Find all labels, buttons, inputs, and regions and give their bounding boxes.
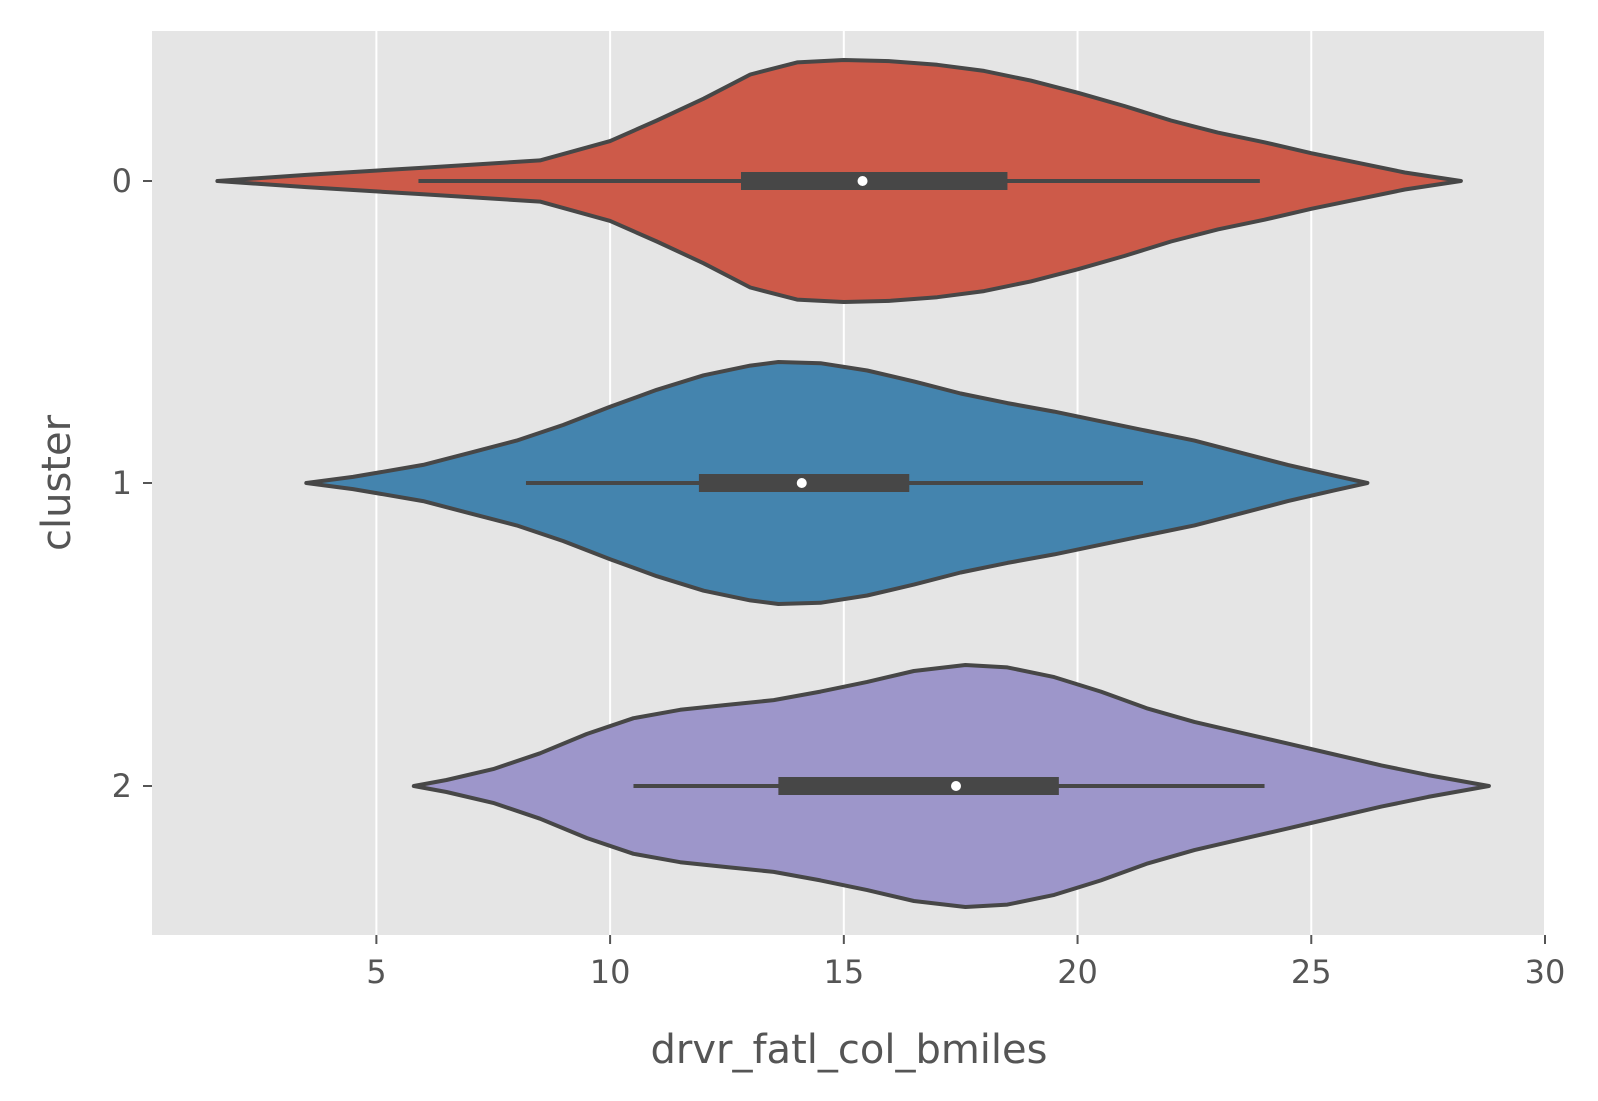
y-tick-label: 0 [112, 162, 132, 200]
y-tick-label: 1 [112, 464, 132, 502]
x-tick-label: 30 [1525, 953, 1566, 991]
median-marker-cluster-1 [796, 478, 807, 488]
median-marker-cluster-0 [857, 176, 868, 186]
violins [215, 58, 1491, 909]
x-axis-ticks: 5 10 15 20 25 30 [366, 935, 1565, 991]
y-tick-label: 2 [112, 767, 132, 805]
x-tick-label: 10 [590, 953, 631, 991]
iqr-box-cluster-0 [740, 172, 1008, 190]
x-tick-label: 5 [366, 953, 386, 991]
x-tick-label: 25 [1291, 953, 1332, 991]
y-axis-label: cluster [34, 414, 80, 551]
y-axis-ticks: 0 1 2 [112, 162, 152, 805]
iqr-box-cluster-2 [778, 777, 1059, 795]
x-axis-label: drvr_fatl_col_bmiles [651, 1027, 1048, 1073]
x-tick-label: 20 [1057, 953, 1098, 991]
x-tick-label: 15 [823, 953, 864, 991]
median-marker-cluster-2 [951, 781, 962, 791]
